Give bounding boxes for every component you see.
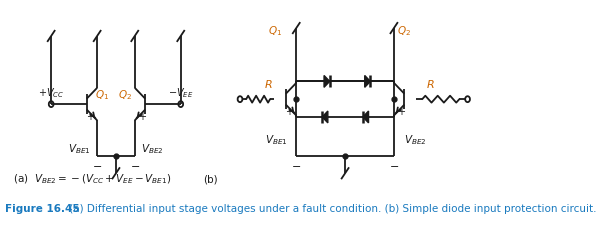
Text: +: + [285, 106, 293, 116]
Text: (a) Differential input stage voltages under a fault condition. (b) Simple diode : (a) Differential input stage voltages un… [66, 203, 597, 213]
Text: $V_{BE2}$: $V_{BE2}$ [404, 132, 427, 146]
Text: $V_{BE1}$: $V_{BE1}$ [68, 142, 91, 156]
Text: +: + [86, 111, 94, 121]
Polygon shape [324, 76, 330, 88]
Text: $R$: $R$ [427, 78, 435, 90]
Text: $Q_2$: $Q_2$ [118, 88, 133, 102]
Text: $V_{BE1}$: $V_{BE1}$ [265, 132, 288, 146]
Text: (a)  $V_{BE2} = -(V_{CC}+V_{EE}-V_{BE1})$: (a) $V_{BE2} = -(V_{CC}+V_{EE}-V_{BE1})$ [13, 172, 171, 185]
Text: $-$: $-$ [389, 160, 399, 170]
Polygon shape [363, 111, 368, 123]
Text: $-$: $-$ [92, 160, 102, 170]
Text: $-$: $-$ [291, 160, 301, 170]
Text: $Q_2$: $Q_2$ [397, 24, 411, 38]
Text: +: + [397, 106, 405, 116]
Text: $+V_{CC}$: $+V_{CC}$ [38, 86, 64, 100]
Text: $-V_{EE}$: $-V_{EE}$ [168, 86, 193, 100]
Text: $-$: $-$ [130, 160, 140, 170]
Polygon shape [322, 111, 328, 123]
Text: $Q_1$: $Q_1$ [95, 88, 109, 102]
Text: +: + [138, 111, 146, 121]
Polygon shape [365, 76, 370, 88]
Text: (b): (b) [203, 173, 218, 183]
Text: Figure 16.45: Figure 16.45 [5, 203, 80, 213]
Text: $Q_1$: $Q_1$ [268, 24, 282, 38]
Text: $R$: $R$ [264, 78, 273, 90]
Text: $V_{BE2}$: $V_{BE2}$ [141, 142, 164, 156]
